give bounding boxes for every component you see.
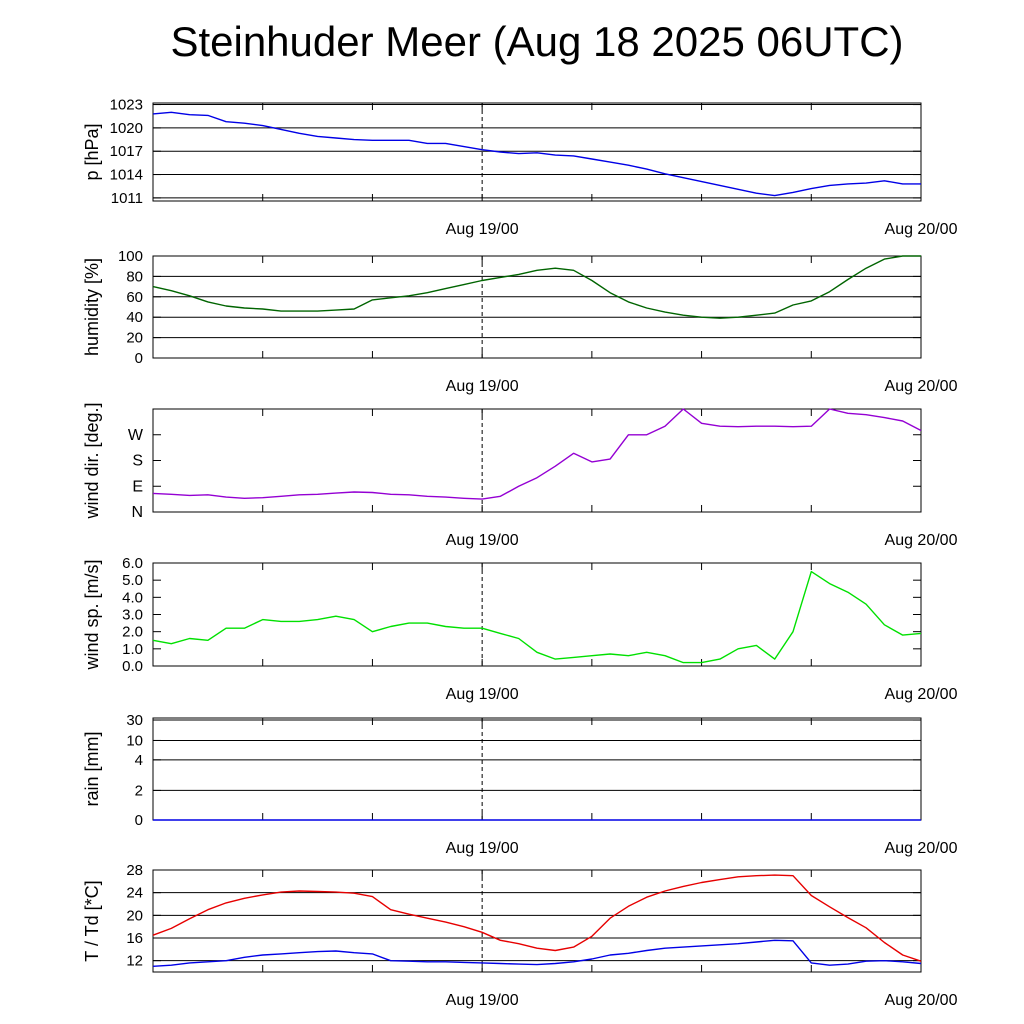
y-tick-label: W — [128, 427, 144, 444]
y-axis-label: wind sp. [m/s] — [82, 559, 102, 670]
y-tick-label: 100 — [118, 248, 143, 265]
y-tick-label: 4.0 — [122, 589, 143, 606]
x-tick-label: Aug 19/00 — [446, 378, 519, 395]
x-tick-label: Aug 19/00 — [446, 992, 519, 1009]
y-axis-label: T / Td [*C] — [82, 880, 102, 961]
y-axis-label: rain [mm] — [82, 731, 102, 806]
y-tick-label: 20 — [126, 330, 143, 347]
y-tick-label: 12 — [126, 953, 143, 970]
y-axis-label: humidity [%] — [82, 258, 102, 356]
y-tick-label: 80 — [126, 268, 143, 285]
y-tick-label: 3.0 — [122, 607, 143, 624]
y-tick-label: 0 — [135, 812, 143, 829]
series-line-temperature-1 — [152, 939, 922, 967]
series-line-humidity — [152, 255, 921, 319]
panel-frame-humidity — [152, 255, 922, 359]
x-tick-label: Aug 20/00 — [885, 992, 958, 1009]
y-tick-label: 1014 — [110, 167, 143, 184]
y-tick-label: 20 — [126, 907, 143, 924]
y-tick-label: 6.0 — [122, 555, 143, 572]
y-tick-label: 0.0 — [122, 658, 143, 675]
y-tick-label: 1017 — [110, 143, 143, 160]
y-axis-label: wind dir. [deg.] — [82, 402, 102, 519]
x-tick-label: Aug 19/00 — [446, 221, 519, 238]
panel-frame-wind_dir — [152, 408, 922, 513]
y-tick-label: 10 — [126, 732, 143, 749]
x-tick-label: Aug 20/00 — [885, 378, 958, 395]
series-line-pressure — [152, 111, 921, 197]
series-line-wind_dir — [152, 408, 922, 500]
x-tick-label: Aug 19/00 — [446, 840, 519, 857]
x-tick-label: Aug 20/00 — [885, 686, 958, 703]
y-tick-label: 2 — [135, 782, 143, 799]
x-tick-label: Aug 20/00 — [885, 840, 958, 857]
x-tick-label: Aug 20/00 — [885, 221, 958, 238]
y-tick-label: 40 — [126, 309, 143, 326]
y-tick-label: 1.0 — [122, 641, 143, 658]
x-tick-label: Aug 19/00 — [446, 686, 519, 703]
panel-frame-wind_speed — [152, 562, 922, 667]
y-tick-label: 1023 — [110, 97, 143, 114]
y-tick-label: 4 — [135, 752, 143, 769]
y-tick-label: S — [132, 453, 143, 470]
x-tick-label: Aug 19/00 — [446, 532, 519, 549]
panel-frame-rain — [152, 717, 922, 821]
y-tick-label: 1020 — [110, 120, 143, 137]
y-tick-label: 5.0 — [122, 572, 143, 589]
y-tick-label: N — [131, 504, 143, 521]
x-tick-label: Aug 20/00 — [885, 532, 958, 549]
y-tick-label: 30 — [126, 712, 143, 729]
chart-title: Steinhuder Meer (Aug 18 2025 06UTC) — [170, 18, 904, 65]
y-tick-label: 16 — [126, 930, 143, 947]
y-axis-label: p [hPa] — [82, 123, 102, 180]
series-line-temperature — [152, 874, 922, 962]
panel-frame-pressure — [152, 102, 922, 202]
y-tick-label: E — [132, 478, 143, 495]
series-line-wind_speed — [152, 570, 922, 664]
y-tick-label: 2.0 — [122, 624, 143, 641]
y-tick-label: 28 — [126, 862, 143, 879]
y-tick-label: 60 — [126, 289, 143, 306]
y-tick-label: 0 — [135, 350, 143, 367]
y-tick-label: 24 — [126, 885, 143, 902]
y-tick-label: 1011 — [111, 190, 143, 207]
